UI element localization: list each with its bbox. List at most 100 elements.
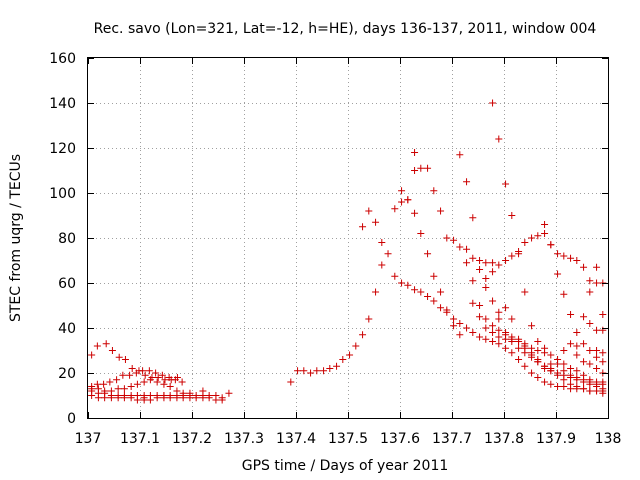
data-point [554,250,562,258]
x-tick-label: 137.1 [120,431,160,447]
y-tick-label: 20 [58,366,76,382]
data-point [528,322,536,330]
data-point [199,394,207,402]
data-point [165,374,173,381]
data-point [94,394,102,402]
data-point [495,261,503,269]
data-point [437,304,445,312]
data-point [547,380,555,388]
data-point [443,306,451,314]
data-point [121,356,129,363]
data-point [476,333,484,341]
x-tick-label: 137.3 [224,431,264,447]
data-point [586,387,594,395]
data-point [133,380,141,388]
data-point [88,392,96,399]
data-point [567,371,575,379]
data-point [404,196,412,204]
data-point [489,268,497,276]
data-point [411,286,419,294]
data-point [489,259,497,267]
data-point [580,340,588,348]
data-point [218,396,226,404]
data-point [534,347,542,354]
x-tick-label: 137.6 [380,431,420,447]
data-point [161,376,169,384]
data-point [127,383,135,390]
data-point [567,340,575,348]
data-point [560,383,568,390]
data-point [424,250,432,258]
data-point [599,349,607,357]
data-point [482,259,490,267]
data-point [554,270,562,278]
data-points [88,99,607,404]
data-point [567,311,575,318]
data-point [411,149,419,156]
data-point [153,394,161,402]
data-point [476,257,484,264]
data-point [573,342,581,350]
data-point [547,241,555,249]
data-point [580,358,588,366]
data-point [326,365,334,372]
data-point [560,360,568,368]
data-point [489,99,497,107]
data-point [113,376,121,384]
data-point [469,299,477,307]
data-point [463,324,471,332]
data-point [398,198,406,206]
data-point [508,315,516,323]
data-point [205,394,213,402]
data-point [560,367,568,375]
data-point [476,302,484,309]
data-point [443,234,451,242]
data-point [495,340,503,348]
data-point [599,358,607,366]
data-point [152,369,160,377]
data-point [384,250,392,258]
data-point [593,353,601,361]
data-point [456,320,464,327]
data-point [463,259,471,267]
data-point [573,351,581,359]
data-point [508,349,516,357]
data-point [146,376,154,384]
data-point [515,335,523,343]
data-point [580,263,588,271]
x-tick-label: 137.9 [536,431,576,447]
data-point [398,279,406,287]
data-point [424,164,432,172]
data-point [128,365,136,372]
data-point [450,322,458,330]
data-point [593,347,601,354]
data-point [199,387,207,395]
data-point [515,356,523,363]
data-point [437,288,445,296]
data-point [567,380,575,388]
data-point [593,279,601,287]
data-point [521,288,529,296]
data-point [534,374,542,381]
data-point [398,187,406,195]
data-point [593,365,601,372]
data-point [469,277,477,285]
data-point [307,369,315,377]
data-point [495,333,503,341]
data-point [586,360,594,368]
data-point [593,263,601,271]
data-point [580,371,588,379]
data-point [154,374,162,381]
y-tick-labels: 0 20 40 60 80 100 120 140 160 [49,51,76,427]
data-point [378,239,386,246]
data-point [300,367,308,375]
data-point [359,223,367,231]
data-point [132,369,140,377]
data-point [599,326,607,334]
data-point [139,367,147,375]
data-point [586,277,594,285]
data-point [365,315,373,323]
x-axis-label: GPS time / Days of year 2011 [242,458,449,474]
data-point [482,284,490,291]
data-point [482,275,490,282]
